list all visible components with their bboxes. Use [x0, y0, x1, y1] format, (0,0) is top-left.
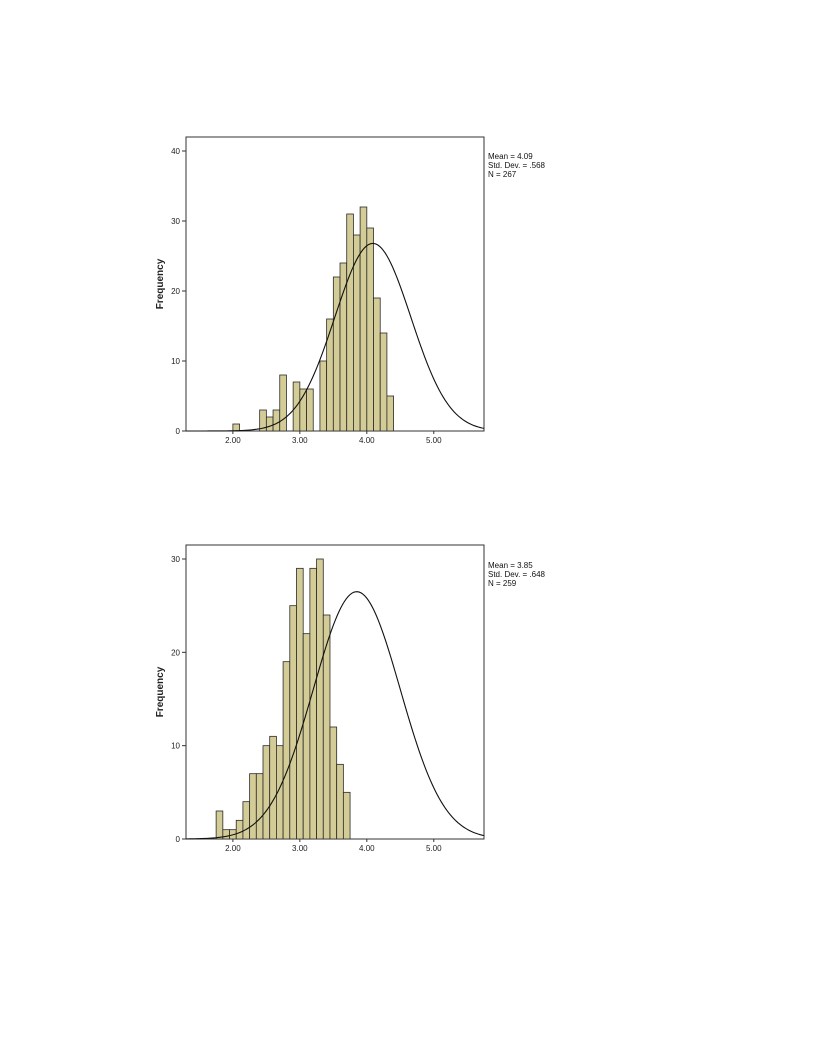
y-tick-label: 20	[171, 287, 180, 296]
histogram-bar	[235, 819, 244, 840]
x-tick-label: 5.00	[426, 436, 442, 445]
y-tick-label: 0	[176, 835, 181, 844]
x-tick-label: 4.00	[359, 436, 375, 445]
histogram-bar	[269, 735, 277, 840]
n-label: N = 267	[488, 170, 517, 179]
y-tick-label: 10	[171, 742, 180, 751]
histogram-bar	[306, 388, 314, 432]
y-tick-label: 30	[171, 555, 180, 564]
histogram-bar	[359, 206, 368, 432]
histogram-bar	[326, 318, 334, 432]
histogram-bar	[296, 567, 304, 840]
histogram-bar	[215, 810, 224, 840]
y-axis-label: Frequency	[155, 258, 166, 309]
histogram-bar	[319, 360, 328, 432]
stats-legend-1: Mean = 4.09 Std. Dev. = .568 N = 267	[488, 152, 545, 179]
histogram-bar	[309, 567, 317, 840]
histogram-bar	[302, 633, 311, 840]
histogram-bar	[282, 661, 291, 840]
x-tick-label: 3.00	[292, 844, 308, 853]
histogram-bar	[272, 409, 281, 432]
n-label: N = 259	[488, 579, 517, 588]
histogram-bar	[379, 332, 388, 432]
histogram-bar	[322, 614, 331, 840]
x-tick-label: 4.00	[359, 844, 375, 853]
normal-curve	[185, 591, 485, 840]
y-tick-label: 30	[171, 217, 180, 226]
histogram-bar	[339, 262, 348, 432]
histogram-bar	[222, 829, 230, 840]
histogram-bar	[316, 558, 324, 840]
mean-label: Mean = 4.09	[488, 152, 533, 161]
normal-curve	[186, 242, 485, 432]
histogram-bar	[279, 374, 287, 432]
histogram-bar	[336, 763, 344, 840]
histogram-bar	[232, 423, 240, 432]
histogram-bar	[329, 726, 338, 840]
x-tick-label: 2.00	[225, 436, 241, 445]
histogram-bar	[289, 605, 297, 840]
std-dev-label: Std. Dev. = .648	[488, 570, 545, 579]
histogram-bar	[255, 773, 264, 840]
stats-legend-2: Mean = 3.85 Std. Dev. = .648 N = 259	[488, 561, 545, 588]
y-tick-label: 40	[171, 147, 180, 156]
histogram-bar	[249, 773, 257, 840]
histogram-bar	[332, 276, 341, 432]
y-tick-label: 10	[171, 357, 180, 366]
y-axis-label: Frequency	[155, 666, 166, 717]
histogram-chart-2: 0 10 20 30 2.00 3.00 4.00 5.00 Frequency	[155, 544, 485, 853]
histogram-bar	[342, 791, 351, 840]
std-dev-label: Std. Dev. = .568	[488, 161, 545, 170]
histogram-chart-1: 0 10 20 30 40 2.00 3.00 4.00 5.00 Frequency	[155, 136, 485, 445]
x-tick-label: 3.00	[292, 436, 308, 445]
y-tick-label: 20	[171, 648, 180, 657]
histogram-bar	[346, 213, 354, 432]
y-tick-label: 0	[176, 427, 181, 436]
mean-label: Mean = 3.85	[488, 561, 533, 570]
histogram-bar	[262, 745, 271, 840]
x-tick-label: 2.00	[225, 844, 241, 853]
histogram-bar	[373, 297, 381, 432]
histogram-bar	[242, 801, 251, 840]
histogram-bar	[366, 227, 374, 432]
x-tick-label: 5.00	[426, 844, 442, 853]
histogram-bar	[386, 395, 394, 432]
histogram-bar	[265, 416, 274, 432]
